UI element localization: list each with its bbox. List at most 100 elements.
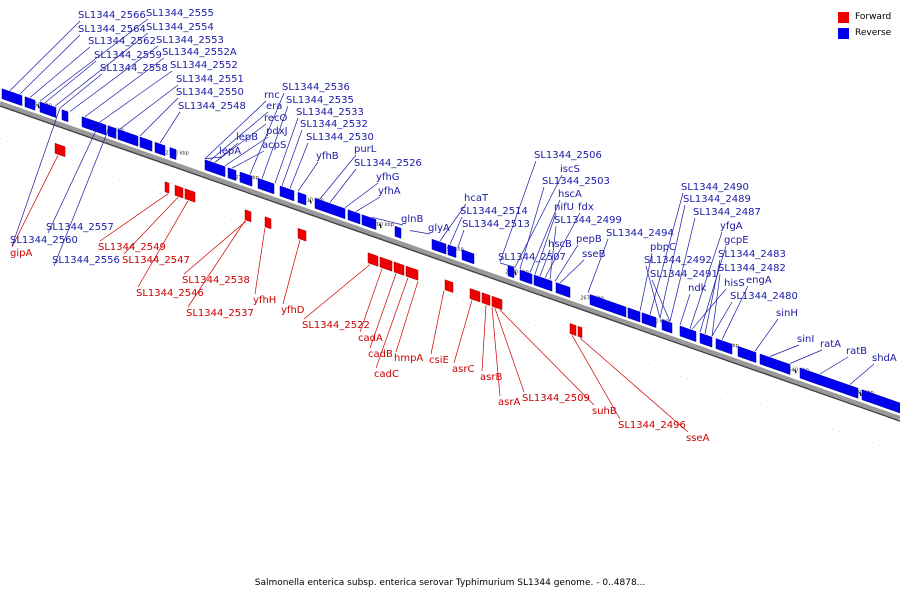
- reverse-gene-label: nifU: [554, 202, 574, 213]
- forward-gene-label: SL1344_2522: [302, 320, 370, 331]
- reverse-leader-line: [645, 265, 661, 319]
- reverse-leader-line: [59, 73, 103, 109]
- scale-tick: [859, 391, 862, 397]
- forward-gene: [491, 295, 503, 311]
- reverse-gene: [533, 274, 553, 292]
- reverse-gene: [227, 167, 237, 181]
- forward-leader-line: [491, 307, 501, 397]
- forward-gene-label: hmpA: [394, 353, 423, 364]
- reverse-leader-line: [289, 142, 309, 189]
- scale-tick: [37, 104, 40, 109]
- reverse-gene-label: sinH: [776, 308, 798, 319]
- forward-leader-line: [303, 264, 371, 320]
- scale-tick-label: 2730 kbp: [165, 150, 189, 156]
- reverse-leader-line: [371, 216, 404, 226]
- reverse-gene: [361, 214, 377, 230]
- reverse-leader-line: [209, 111, 269, 161]
- reverse-gene: [447, 244, 457, 258]
- reverse-gene-label: SL1344_2548: [178, 101, 246, 112]
- scale-tick-label: 2640 kbp: [785, 367, 809, 373]
- forward-leader-line: [579, 337, 689, 433]
- forward-leader-line: [369, 273, 397, 349]
- reverse-gene-label: rnc: [264, 90, 280, 101]
- forward-gene: [393, 261, 405, 276]
- reverse-leader-line: [639, 252, 653, 312]
- reverse-leader-line: [281, 129, 303, 186]
- reverse-leader-line: [54, 32, 149, 107]
- reverse-leader-line: [39, 18, 149, 102]
- reverse-gene-label: lepB: [236, 132, 258, 143]
- reverse-gene-label: SL1344_2480: [730, 291, 798, 302]
- reverse-gene-label: SL1344_2552A: [162, 47, 237, 58]
- reverse-gene-label: SL1344_2552: [170, 60, 238, 71]
- reverse-gene-label: shdA: [872, 353, 897, 364]
- forward-gene-label: SL1344_2549: [98, 242, 166, 253]
- reverse-leader-line: [9, 20, 81, 91]
- reverse-gene: [139, 136, 153, 152]
- reverse-leader-line: [659, 204, 686, 319]
- reverse-gene: [519, 269, 533, 285]
- reverse-gene-label: SL1344_2535: [286, 95, 354, 106]
- reverse-gene-label: SL1344_2557: [46, 222, 114, 233]
- genome-backbone: [0, 101, 900, 420]
- forward-gene-label: cadA: [358, 333, 383, 344]
- forward-leader-line: [183, 220, 247, 275]
- scale-tick: [309, 199, 312, 204]
- forward-gene-label: asrB: [480, 372, 502, 383]
- reverse-gene: [107, 125, 117, 139]
- reverse-leader-line: [29, 46, 91, 98]
- reverse-gene-label: iscS: [560, 164, 580, 175]
- reverse-gene: [715, 338, 733, 355]
- reverse-gene-label: yfhG: [376, 172, 400, 183]
- reverse-gene-label: SL1344_2532: [300, 119, 368, 130]
- reverse-gene-label: glyA: [428, 223, 450, 234]
- legend-reverse-label: Reverse: [855, 28, 892, 38]
- reverse-gene: [297, 191, 307, 206]
- reverse-gene-label: hcaT: [464, 193, 489, 204]
- reverse-leader-line: [69, 45, 159, 112]
- reverse-leader-line: [649, 192, 684, 315]
- reverse-gene-label: SL1344_2555: [146, 8, 214, 19]
- reverse-leader-line: [449, 216, 463, 245]
- reverse-gene: [641, 312, 657, 328]
- forward-gene: [379, 256, 393, 272]
- reverse-gene-label: SL1344_2490: [681, 182, 749, 193]
- legend-forward-label: Forward: [855, 12, 892, 22]
- forward-gene-label: yfhD: [281, 305, 305, 316]
- reverse-gene-label: SL1344_2489: [683, 194, 751, 205]
- reverse-gene: [314, 197, 346, 220]
- reverse-gene: [169, 147, 177, 160]
- reverse-gene: [679, 325, 697, 342]
- reverse-gene: [759, 353, 791, 375]
- reverse-gene-label: SL1344_2558: [100, 63, 168, 74]
- forward-leader-line: [254, 227, 266, 295]
- reverse-gene: [807, 370, 859, 399]
- forward-gene: [405, 265, 419, 281]
- map-caption: Salmonella enterica subsp. enterica sero…: [254, 578, 646, 588]
- forward-gene: [569, 323, 577, 336]
- forward-gene: [481, 292, 491, 306]
- forward-gene-label: cadB: [368, 349, 393, 360]
- reverse-leader-line: [587, 238, 609, 293]
- reverse-gene-label: pdxJ: [266, 126, 288, 137]
- reverse-leader-line: [711, 273, 721, 337]
- reverse-label-leaders: [9, 18, 875, 385]
- reverse-leader-line: [544, 212, 581, 278]
- forward-gene: [444, 279, 454, 293]
- forward-swatch: [838, 11, 849, 23]
- reverse-gene: [555, 282, 571, 298]
- reverse-gene-label: SL1344_2487: [693, 207, 761, 218]
- reverse-leader-line: [355, 196, 381, 212]
- reverse-leader-line: [499, 160, 537, 263]
- reverse-gene-label: fdx: [578, 202, 594, 213]
- reverse-gene-label: SL1344_2494: [606, 228, 674, 239]
- reverse-gene-label: SL1344_2564: [78, 24, 146, 35]
- reverse-gene-label: SL1344_2482: [718, 263, 786, 274]
- reverse-gene-label: acpS: [262, 140, 286, 151]
- reverse-gene: [24, 96, 36, 111]
- reverse-leader-line: [99, 70, 173, 123]
- forward-leader-line: [571, 335, 621, 420]
- reverse-gene-label: SL1344_2533: [296, 107, 364, 118]
- reverse-leader-line: [439, 203, 467, 242]
